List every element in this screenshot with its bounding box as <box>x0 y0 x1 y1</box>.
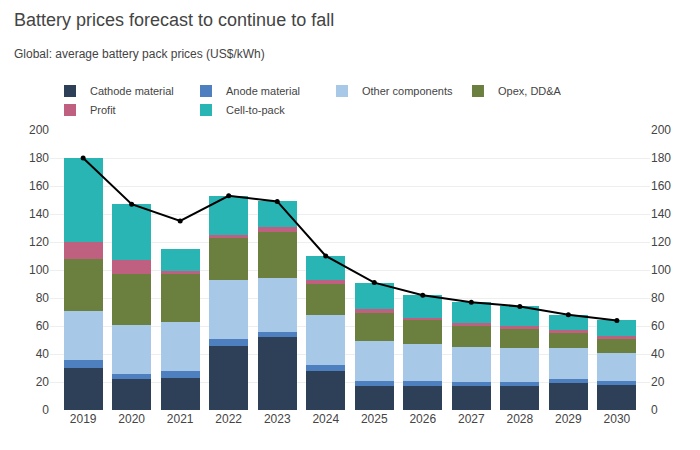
svg-text:80: 80 <box>651 291 665 305</box>
svg-text:0: 0 <box>651 403 658 417</box>
svg-text:200: 200 <box>651 123 671 137</box>
svg-text:120: 120 <box>29 235 49 249</box>
svg-text:Other components: Other components <box>362 85 453 97</box>
svg-text:140: 140 <box>29 207 49 221</box>
svg-text:40: 40 <box>651 347 665 361</box>
svg-text:2023: 2023 <box>264 412 291 426</box>
svg-text:180: 180 <box>29 151 49 165</box>
svg-text:100: 100 <box>29 263 49 277</box>
svg-text:2022: 2022 <box>215 412 242 426</box>
svg-text:100: 100 <box>651 263 671 277</box>
svg-text:160: 160 <box>651 179 671 193</box>
svg-text:2019: 2019 <box>70 412 97 426</box>
svg-text:160: 160 <box>29 179 49 193</box>
svg-text:2024: 2024 <box>312 412 339 426</box>
svg-text:60: 60 <box>651 319 665 333</box>
svg-text:2029: 2029 <box>555 412 582 426</box>
svg-text:200: 200 <box>29 123 49 137</box>
svg-text:120: 120 <box>651 235 671 249</box>
svg-text:2027: 2027 <box>458 412 485 426</box>
svg-text:2020: 2020 <box>118 412 145 426</box>
svg-text:0: 0 <box>42 403 49 417</box>
svg-text:Battery prices forecast to con: Battery prices forecast to continue to f… <box>14 10 334 30</box>
svg-text:40: 40 <box>36 347 50 361</box>
svg-text:Cathode material: Cathode material <box>90 85 174 97</box>
svg-text:Cell-to-pack: Cell-to-pack <box>226 104 285 116</box>
svg-text:60: 60 <box>36 319 50 333</box>
svg-text:2028: 2028 <box>506 412 533 426</box>
svg-text:2021: 2021 <box>167 412 194 426</box>
svg-text:2030: 2030 <box>604 412 631 426</box>
svg-text:140: 140 <box>651 207 671 221</box>
svg-text:2026: 2026 <box>409 412 436 426</box>
svg-text:Global: average battery pack p: Global: average battery pack prices (US$… <box>14 47 265 61</box>
svg-text:180: 180 <box>651 151 671 165</box>
svg-text:20: 20 <box>36 375 50 389</box>
svg-text:2025: 2025 <box>361 412 388 426</box>
svg-text:Profit: Profit <box>90 104 116 116</box>
svg-text:80: 80 <box>36 291 50 305</box>
svg-text:Opex, DD&A: Opex, DD&A <box>498 85 562 97</box>
svg-text:Anode material: Anode material <box>226 85 300 97</box>
svg-text:20: 20 <box>651 375 665 389</box>
